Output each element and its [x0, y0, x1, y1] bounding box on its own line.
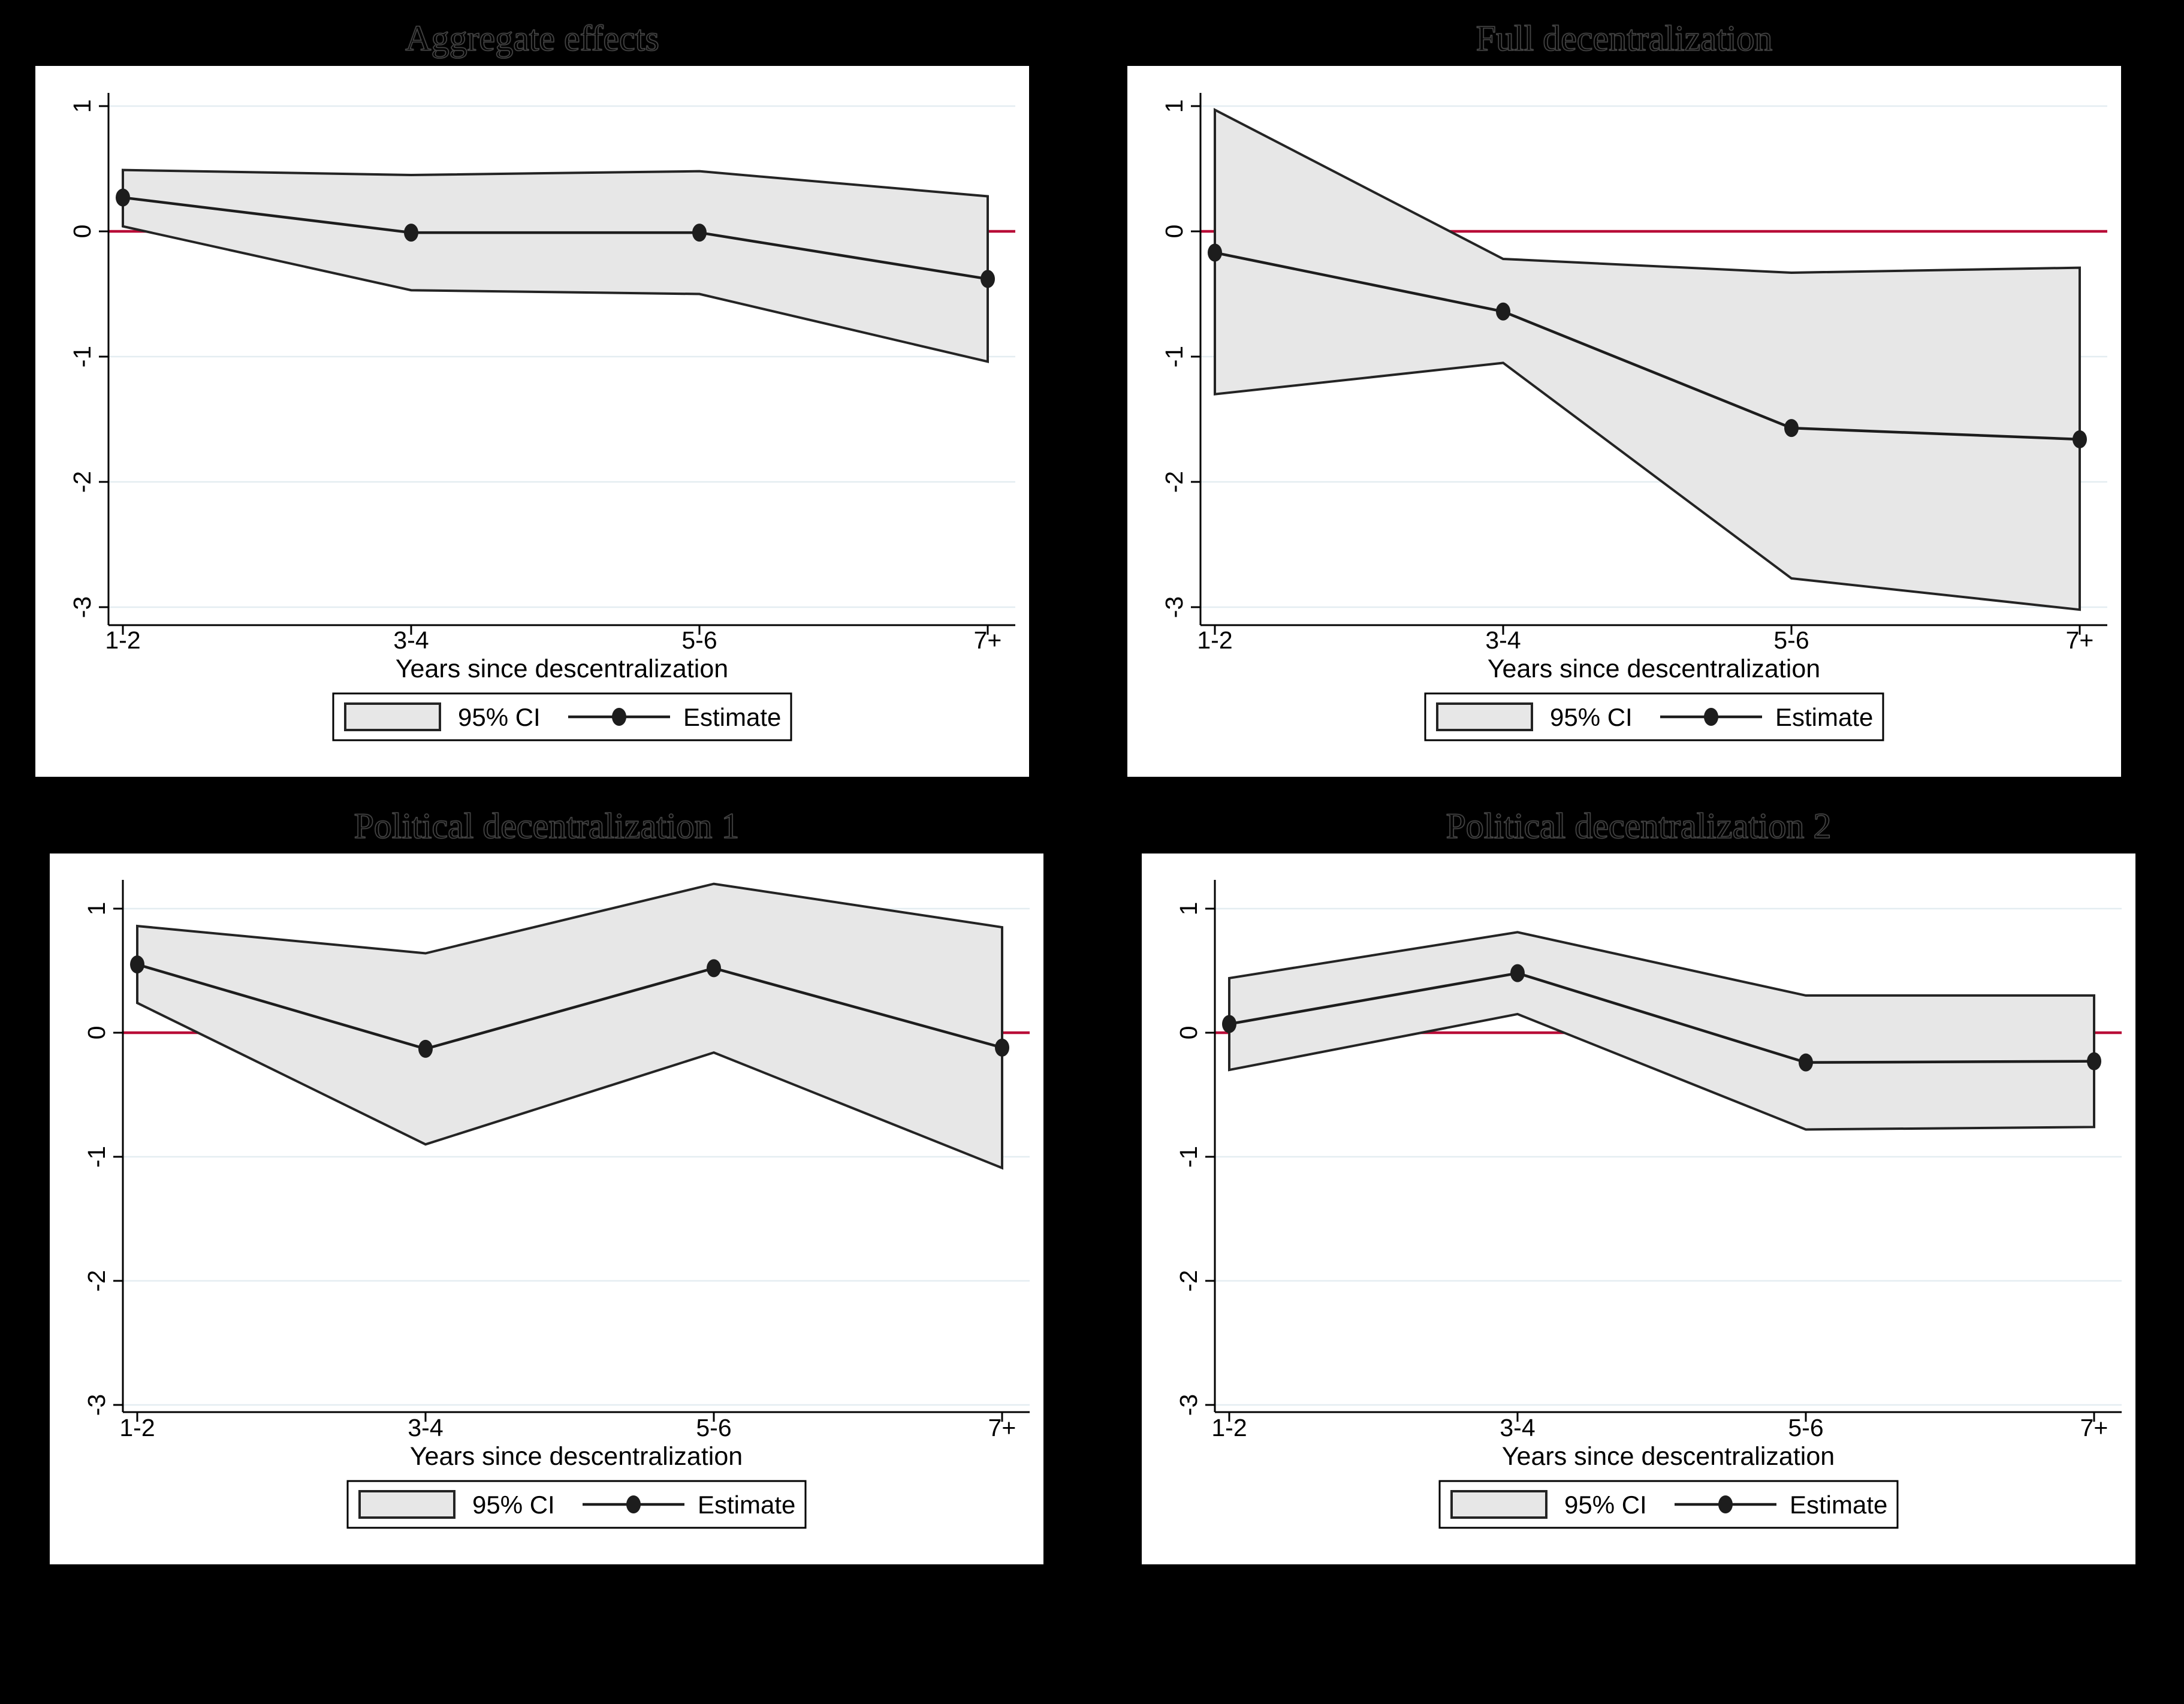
x-tick-label: 5-6 — [1773, 626, 1809, 654]
y-tick-label: -3 — [68, 596, 96, 618]
estimate-marker — [404, 224, 418, 242]
x-tick-label: 1-2 — [1197, 626, 1232, 654]
y-tick-label: -3 — [83, 1394, 110, 1416]
chart-svg-4: 1 0 -1 -2 -3 1-2 3-4 5-6 7+ Years since descentra… — [1175, 880, 2122, 1529]
ci-band — [1228, 931, 2095, 1131]
estimate-marker — [707, 959, 721, 978]
x-tick-label: 1-2 — [119, 1414, 155, 1441]
y-tick-label: 1 — [1160, 99, 1188, 113]
panel-4-title: Political decentralization 2 — [1446, 806, 1832, 846]
estimate-marker — [981, 270, 995, 288]
y-tick-label: 0 — [83, 1026, 110, 1040]
x-tick-label: 3-4 — [1500, 1414, 1535, 1441]
legend-ci-label: 95% CI — [1550, 703, 1633, 731]
y-tick-label: -1 — [83, 1146, 110, 1168]
legend-ci-label: 95% CI — [458, 703, 541, 731]
estimate-marker — [1784, 419, 1799, 438]
x-tick-label: 3-4 — [393, 626, 429, 654]
x-tick-label: 5-6 — [681, 626, 717, 654]
estimate-marker — [1510, 964, 1525, 982]
y-tick-label: 1 — [68, 99, 96, 113]
y-tick-label: 1 — [1175, 902, 1202, 916]
legend-ci-swatch — [1450, 1490, 1547, 1519]
estimate-marker — [1222, 1015, 1236, 1033]
y-tick-label: -2 — [83, 1270, 110, 1292]
ci-band — [136, 882, 1003, 1170]
estimate-marker — [692, 224, 707, 242]
ci-band — [1214, 107, 2081, 611]
y-tick-label: -3 — [1160, 596, 1188, 618]
x-tick-label: 3-4 — [1485, 626, 1521, 654]
panel-3-chart: 1 0 -1 -2 -3 1-2 3-4 5-6 7+ Years since descentra… — [50, 853, 1043, 1564]
estimate-line — [137, 963, 1003, 1051]
x-tick-label: 7+ — [2080, 1414, 2108, 1441]
estimate-marker — [116, 188, 130, 207]
y-tick-label: 0 — [1175, 1026, 1202, 1040]
estimate-line — [122, 196, 988, 281]
legend-box — [1438, 1480, 1899, 1529]
ci-band — [122, 168, 989, 363]
estimate-marker — [995, 1038, 1009, 1057]
panel-2-chart: 1 0 -1 -2 -3 1-2 3-4 5-6 7+ Years since descentra… — [1127, 66, 2121, 777]
panel-4-chart: 1 0 -1 -2 -3 1-2 3-4 5-6 7+ Years since descentra… — [1142, 853, 2135, 1564]
x-tick-label: 5-6 — [1788, 1414, 1823, 1441]
chart-svg-3: 1 0 -1 -2 -3 1-2 3-4 5-6 7+ Years since descentra… — [83, 880, 1030, 1529]
y-tick-label: -2 — [68, 471, 96, 493]
x-axis-title: Years since descentralization — [1502, 1442, 1835, 1471]
x-tick-label: 5-6 — [696, 1414, 731, 1441]
x-axis-title: Years since descentralization — [1488, 655, 1820, 683]
legend-ci-label: 95% CI — [1564, 1491, 1647, 1519]
x-tick-label: 7+ — [974, 626, 1002, 654]
panel-3-title: Political decentralization 1 — [354, 806, 740, 846]
x-tick-label: 1-2 — [105, 626, 140, 654]
legend-estimate-marker — [1718, 1495, 1733, 1513]
legend-ci-swatch — [1436, 702, 1533, 731]
y-tick-label: 0 — [68, 225, 96, 239]
estimate-marker — [418, 1039, 433, 1058]
chart-svg-2: 1 0 -1 -2 -3 1-2 3-4 5-6 7+ Years since descentra… — [1160, 93, 2107, 741]
estimate-marker — [2073, 430, 2087, 448]
legend-estimate-label: Estimate — [1775, 703, 1873, 731]
y-tick-label: -1 — [1175, 1146, 1202, 1168]
legend-estimate-label: Estimate — [1790, 1491, 1887, 1519]
legend-ci-swatch — [344, 702, 441, 731]
legend-estimate-marker — [612, 708, 626, 726]
legend-estimate-marker — [626, 1495, 641, 1513]
legend-ci-swatch — [358, 1490, 455, 1519]
legend-ci-label: 95% CI — [472, 1491, 555, 1519]
panel-1-title: Aggregate effects — [405, 18, 659, 59]
y-tick-label: -3 — [1175, 1394, 1202, 1416]
estimate-marker — [1799, 1053, 1813, 1072]
x-axis-title: Years since descentralization — [396, 655, 728, 683]
y-tick-label: -1 — [68, 346, 96, 367]
estimate-marker — [2087, 1052, 2101, 1070]
estimate-marker — [1208, 243, 1222, 262]
y-tick-label: -1 — [1160, 346, 1188, 367]
legend-estimate-label: Estimate — [683, 703, 781, 731]
legend-box — [332, 692, 792, 741]
y-tick-label: 0 — [1160, 225, 1188, 239]
chart-svg-1: 1 0 -1 -2 -3 1-2 3-4 5-6 7+ Years since descentra… — [68, 93, 1015, 741]
y-tick-label: -2 — [1175, 1270, 1202, 1292]
panel-1-chart: 1 0 -1 -2 -3 1-2 3-4 5-6 7+ Years since descentra… — [35, 66, 1029, 777]
x-tick-label: 7+ — [988, 1414, 1016, 1441]
estimate-line — [1229, 972, 2095, 1064]
y-tick-label: -2 — [1160, 471, 1188, 493]
x-tick-label: 1-2 — [1211, 1414, 1247, 1441]
estimate-marker — [130, 955, 144, 974]
panel-2-title: Full decentralization — [1476, 18, 1773, 59]
legend-estimate-marker — [1704, 708, 1718, 726]
x-tick-label: 3-4 — [408, 1414, 443, 1441]
x-tick-label: 7+ — [2066, 626, 2094, 654]
y-tick-label: 1 — [83, 902, 110, 916]
legend-estimate-label: Estimate — [698, 1491, 795, 1519]
estimate-marker — [1496, 302, 1510, 321]
x-axis-title: Years since descentralization — [410, 1442, 743, 1471]
estimate-line — [1214, 251, 2080, 441]
